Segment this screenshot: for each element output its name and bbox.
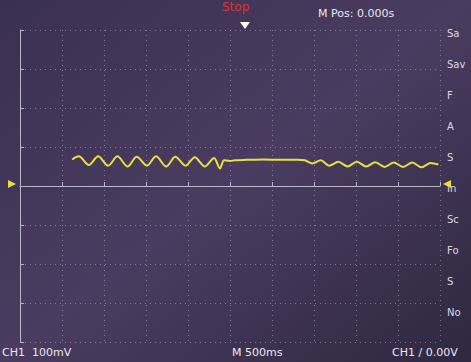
svg-text:A: A [447, 121, 454, 132]
svg-text:CH1 100mV: CH1 100mV [2, 346, 72, 359]
svg-text:Fo: Fo [447, 245, 459, 256]
svg-text:F: F [447, 90, 453, 101]
svg-text:Sc: Sc [447, 214, 459, 225]
svg-text:In: In [447, 182, 457, 194]
svg-text:M 500ms: M 500ms [232, 346, 283, 359]
svg-text:M Pos: 0.000s: M Pos: 0.000s [318, 7, 394, 20]
svg-text:No: No [447, 307, 461, 318]
svg-text:CH1 ∕ 0.00V: CH1 ∕ 0.00V [392, 346, 458, 359]
svg-text:Sa: Sa [447, 28, 459, 39]
svg-text:Sav: Sav [447, 59, 465, 70]
svg-text:Stop: Stop [222, 0, 249, 14]
svg-text:S: S [447, 276, 453, 287]
svg-text:S: S [447, 152, 453, 163]
